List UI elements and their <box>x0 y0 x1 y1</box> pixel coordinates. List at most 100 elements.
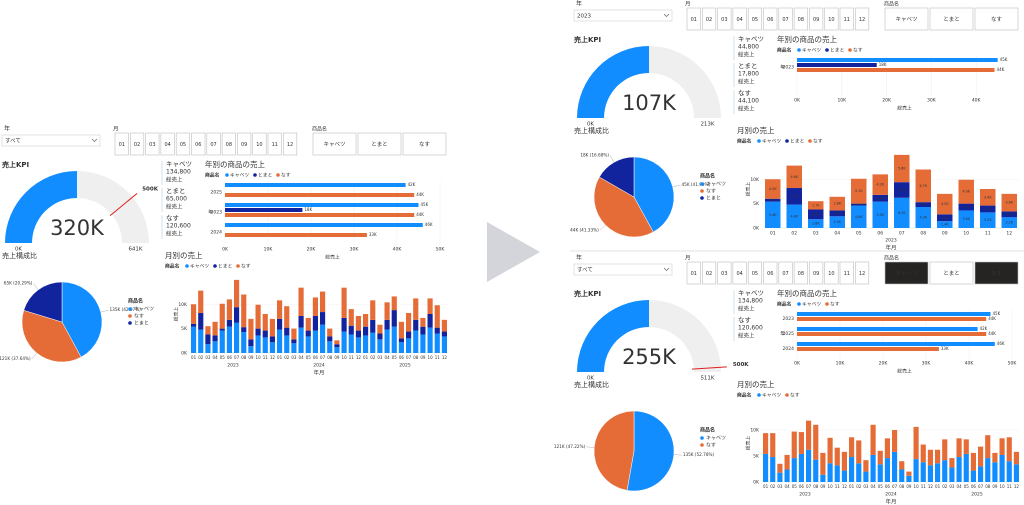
x-tick-label: 02 <box>770 484 776 489</box>
month-button[interactable] <box>252 132 267 156</box>
month-button[interactable] <box>686 261 701 285</box>
bar-segment <box>334 340 340 345</box>
card-name: なす <box>166 214 180 222</box>
product-button[interactable] <box>929 261 974 285</box>
dropdown[interactable] <box>573 263 673 276</box>
bar-segment <box>269 342 275 353</box>
bar-segment <box>205 326 211 335</box>
gauge-value <box>577 46 649 118</box>
product-button[interactable] <box>974 7 1019 31</box>
bar-segment <box>963 439 969 454</box>
bar-segment <box>298 327 304 353</box>
y-axis-title: 総売上 <box>745 436 752 451</box>
bar-segment <box>935 463 941 482</box>
month-button[interactable] <box>130 132 145 156</box>
month-button-label: 01 <box>119 142 125 148</box>
month-button[interactable] <box>114 132 129 156</box>
bar-segment <box>841 470 847 482</box>
slice-label: 121K (37.64%) <box>0 356 31 361</box>
bar-segment <box>406 313 412 332</box>
product-button[interactable] <box>357 132 402 156</box>
product-button-label: とまと <box>943 270 960 277</box>
month-button[interactable] <box>809 7 824 31</box>
x-tick-label: 12 <box>356 355 362 360</box>
x-tick-label: 03 <box>205 355 211 360</box>
x-tick-label: 10 <box>828 484 834 489</box>
month-button[interactable] <box>191 132 206 156</box>
bar <box>797 68 995 72</box>
bar-segment <box>413 330 419 353</box>
dropdown[interactable] <box>1 134 101 147</box>
month-button[interactable] <box>824 261 839 285</box>
product-button[interactable] <box>884 7 929 31</box>
product-button[interactable] <box>312 132 357 156</box>
bar-segment <box>355 330 361 338</box>
bar-segment <box>827 437 833 464</box>
month-button[interactable] <box>206 132 221 156</box>
month-button[interactable] <box>747 261 762 285</box>
month-button[interactable] <box>160 132 175 156</box>
month-button[interactable] <box>839 261 854 285</box>
month-button[interactable] <box>839 7 854 31</box>
month-button[interactable] <box>282 132 298 156</box>
month-button[interactable] <box>793 7 808 31</box>
month-button[interactable] <box>732 261 747 285</box>
y-tick-label: 5K <box>181 326 188 332</box>
product-button[interactable] <box>929 7 974 31</box>
bar-segment <box>899 461 905 470</box>
month-button[interactable] <box>175 132 190 156</box>
month-button[interactable] <box>778 7 793 31</box>
month-button[interactable] <box>237 132 252 156</box>
bar-segment <box>884 438 890 459</box>
month-button[interactable] <box>732 7 747 31</box>
x-tick-label: 03 <box>291 355 297 360</box>
month-button[interactable] <box>854 261 870 285</box>
legend-dot <box>236 264 240 268</box>
x-axis-title: 年月 <box>885 244 896 252</box>
x-tick-label: 12 <box>842 484 848 489</box>
month-button[interactable] <box>763 7 778 31</box>
legend-item: なす <box>830 301 840 308</box>
product-button[interactable] <box>402 132 447 156</box>
x-tick-label: 50K <box>1008 361 1018 367</box>
bar-segment <box>920 462 926 482</box>
month-button[interactable] <box>824 7 839 31</box>
month-button[interactable] <box>702 261 717 285</box>
legend-item: なす <box>134 313 144 320</box>
month-button-label: 08 <box>798 17 804 23</box>
month-button[interactable] <box>717 7 732 31</box>
month-button[interactable] <box>221 132 236 156</box>
card-caption: 総売上 <box>738 78 755 86</box>
month-button-label: 01 <box>691 17 697 23</box>
month-button[interactable] <box>793 261 808 285</box>
month-button[interactable] <box>747 7 762 31</box>
x-tick-label: 04 <box>871 484 877 489</box>
month-button[interactable] <box>702 7 717 31</box>
legend-dot <box>757 139 761 143</box>
chart-title: 月別の売上 <box>737 125 775 135</box>
x-tick-label: 05 <box>964 484 970 489</box>
dropdown[interactable] <box>573 9 673 22</box>
month-button[interactable] <box>763 261 778 285</box>
bar-segment <box>980 189 996 206</box>
x-tick-label: 11 <box>921 484 927 489</box>
product-button[interactable] <box>884 261 929 285</box>
bar-segment <box>798 453 804 482</box>
month-button[interactable] <box>145 132 160 156</box>
bar-segment <box>765 198 781 202</box>
bar-segment <box>198 329 204 353</box>
month-button[interactable] <box>809 261 824 285</box>
x-tick-label: 01 <box>191 355 197 360</box>
bar-segment <box>813 424 819 460</box>
product-button[interactable] <box>974 261 1019 285</box>
bar-segment <box>877 450 883 465</box>
x-tick-label: 03 <box>813 231 819 237</box>
month-button[interactable] <box>717 261 732 285</box>
legend-item: キャベツ <box>134 307 154 313</box>
bar <box>797 332 987 336</box>
month-button[interactable] <box>778 261 793 285</box>
month-button[interactable] <box>854 7 870 31</box>
bar-segment <box>384 319 390 330</box>
month-button[interactable] <box>267 132 282 156</box>
month-button[interactable] <box>686 7 701 31</box>
